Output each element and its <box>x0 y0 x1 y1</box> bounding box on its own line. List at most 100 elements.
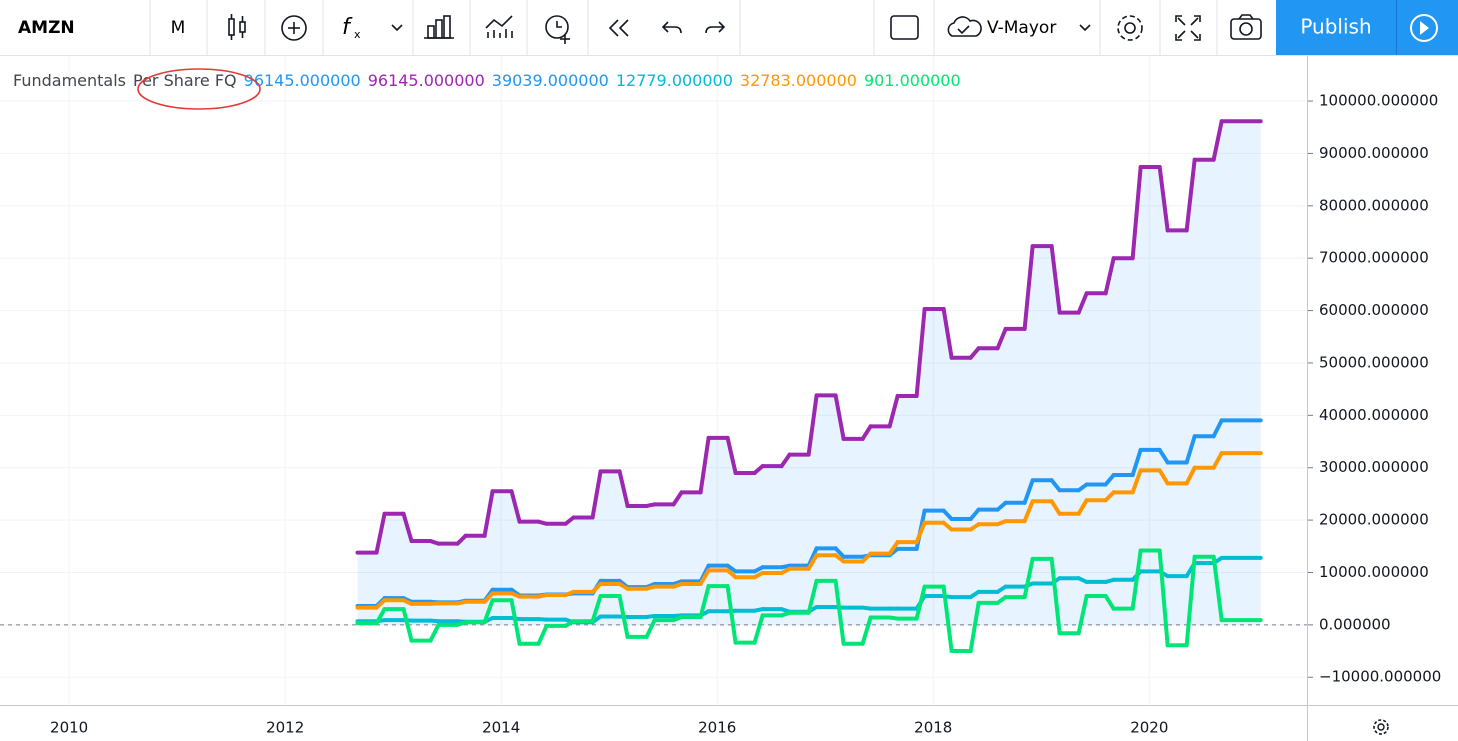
y-tick-label: 60000.000000 <box>1319 301 1429 319</box>
step-connector <box>1211 119 1224 162</box>
step-connector <box>1157 548 1170 648</box>
step-connector <box>509 489 522 524</box>
add-icon[interactable] <box>281 15 307 41</box>
step-connector <box>617 594 630 639</box>
svg-text:x: x <box>354 28 361 41</box>
interval[interactable]: M <box>171 18 186 38</box>
y-tick-label: 70000.000000 <box>1319 249 1429 267</box>
gear-hub <box>1377 723 1385 731</box>
gear-ring <box>1373 719 1389 735</box>
x-tick-label: 2016 <box>698 719 736 737</box>
layout-menu[interactable] <box>1079 24 1091 32</box>
y-tick-label: 0.000000 <box>1319 615 1391 633</box>
step-connector <box>968 346 981 360</box>
settings-icon[interactable] <box>1117 15 1143 41</box>
step-connector <box>536 623 549 646</box>
publish-label[interactable]: Publish <box>1300 15 1371 39</box>
step-connector <box>725 435 738 475</box>
step-connector <box>1022 478 1035 505</box>
step-connector <box>968 600 981 654</box>
step-connector <box>1130 165 1143 261</box>
indicator-name[interactable]: Fundamentals <box>13 71 126 90</box>
templates-icon[interactable] <box>485 15 513 38</box>
y-tick-label: 40000.000000 <box>1319 406 1429 424</box>
step-connector <box>752 613 765 645</box>
x-tick-label: 2014 <box>482 719 520 737</box>
step-connector <box>887 540 900 556</box>
alert-icon[interactable] <box>545 15 570 44</box>
step-connector <box>374 607 387 626</box>
step-connector <box>806 578 819 615</box>
step-connector <box>941 584 954 654</box>
step-connector <box>1049 244 1062 315</box>
step-connector <box>509 598 522 646</box>
y-tick-label: 90000.000000 <box>1319 144 1429 162</box>
series <box>355 119 1263 555</box>
step-connector <box>590 469 603 520</box>
x-tick-label: 2012 <box>266 719 304 737</box>
series <box>355 548 1263 654</box>
step-connector <box>833 578 846 646</box>
step-connector <box>1103 256 1116 296</box>
candles-icon[interactable] <box>228 14 246 40</box>
legend-value: 12779.000000 <box>615 71 733 90</box>
replay-icon[interactable] <box>608 19 629 37</box>
snapshot-icon[interactable] <box>1230 14 1262 40</box>
indicator-params[interactable]: Per Share FQ <box>133 71 237 90</box>
step-connector <box>779 452 792 469</box>
axis-settings-icon[interactable] <box>1373 719 1389 735</box>
step-connector <box>1157 447 1170 465</box>
step-connector <box>1157 165 1170 233</box>
y-tick-label: 30000.000000 <box>1319 458 1429 476</box>
y-tick-label: −10000.000000 <box>1319 668 1441 686</box>
y-tick-label: 50000.000000 <box>1319 353 1429 371</box>
step-connector <box>887 393 900 429</box>
redo-icon[interactable] <box>705 21 726 34</box>
step-connector <box>1130 548 1143 611</box>
legend-value: 96145.000000 <box>243 71 361 90</box>
step-connector <box>1076 498 1089 516</box>
x-tick-label: 2010 <box>50 719 88 737</box>
compare-icon[interactable] <box>424 15 454 39</box>
step-connector <box>1076 291 1089 315</box>
legend-value: 96145.000000 <box>367 71 485 90</box>
step-connector <box>995 326 1008 351</box>
step-connector <box>968 507 981 522</box>
y-tick-label: 100000.000000 <box>1319 92 1438 110</box>
dividers <box>149 0 1218 55</box>
step-connector <box>401 607 414 643</box>
step-connector <box>860 615 873 646</box>
legend-value: 901.000000 <box>863 71 961 90</box>
step-connector <box>1022 499 1035 524</box>
step-connector <box>1049 499 1062 516</box>
legend-header: Fundamentals Per Share FQ 96145.000000 96… <box>13 69 961 93</box>
step-connector <box>1022 556 1035 600</box>
symbol[interactable]: AMZN <box>18 18 75 38</box>
step-connector <box>1103 594 1116 611</box>
undo-icon[interactable] <box>661 21 682 34</box>
step-connector <box>1184 434 1197 465</box>
layout-name[interactable]: V-Mayor <box>987 18 1056 38</box>
x-tick-label: 2020 <box>1130 719 1168 737</box>
step-connector <box>590 594 603 624</box>
legend-value: 32783.000000 <box>739 71 857 90</box>
y-tick-label: 10000.000000 <box>1319 563 1429 581</box>
play-icon[interactable] <box>1410 14 1438 42</box>
step-connector <box>644 618 657 639</box>
step-connector <box>806 393 819 457</box>
step-connector <box>1157 468 1170 486</box>
step-connector <box>698 584 711 619</box>
step-connector <box>1022 244 1035 331</box>
step-connector <box>1211 418 1224 439</box>
step-connector <box>671 490 684 507</box>
toolbar-bg <box>0 0 1458 55</box>
cloud-icon[interactable] <box>947 16 982 37</box>
step-connector <box>725 584 738 645</box>
fullscreen-icon[interactable] <box>1175 15 1201 41</box>
chart: 2010 2012 2014 2016 2018 2020 −10000.000000 0.0… <box>0 56 1458 741</box>
step-connector <box>1211 451 1224 470</box>
fullscreen-toggle[interactable] <box>890 15 919 40</box>
step-connector <box>914 520 927 545</box>
